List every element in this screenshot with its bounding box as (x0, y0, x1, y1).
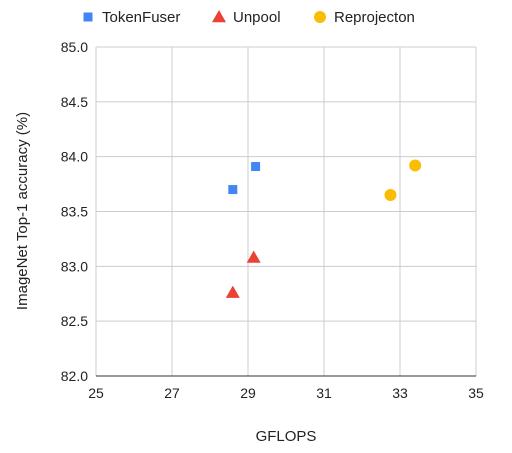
y-tick-label: 84.5 (61, 94, 88, 110)
legend-item-tokenfuser: TokenFuser (83, 9, 180, 26)
grid-lines (95, 46, 477, 377)
unpool-legend-marker (212, 10, 226, 23)
tokenfuser-point (251, 162, 261, 172)
reprojecton-point (384, 189, 397, 202)
y-tick-label: 83.0 (61, 258, 88, 274)
x-tick-label: 27 (164, 385, 180, 401)
y-tick-label: 82.0 (61, 368, 88, 384)
tokenfuser-point (228, 185, 238, 195)
data-points (225, 159, 422, 298)
x-axis-title: GFLOPS (256, 428, 317, 445)
legend-label-reprojecton: Reprojecton (334, 9, 415, 26)
legend-item-reprojecton: Reprojecton (314, 9, 415, 26)
x-tick-label: 33 (392, 385, 408, 401)
tokenfuser-legend-marker (83, 12, 93, 22)
unpool-point (225, 285, 240, 298)
y-tick-label: 83.5 (61, 204, 88, 220)
legend-label-unpool: Unpool (233, 9, 281, 26)
reprojecton-legend-marker (314, 11, 326, 23)
y-tick-label: 85.0 (61, 39, 88, 55)
legend: TokenFuser Unpool Reprojecton (83, 9, 415, 26)
y-tick-label: 82.5 (61, 313, 88, 329)
y-tick-label: 84.0 (61, 149, 88, 165)
x-tick-label: 29 (240, 385, 256, 401)
reprojecton-point (409, 159, 422, 172)
legend-item-unpool: Unpool (212, 9, 281, 26)
y-axis-title: ImageNet Top-1 accuracy (%) (14, 112, 31, 310)
tick-labels: 25 27 29 31 33 35 82.0 82.5 83.0 83.5 84.0 84.5 85.0 (61, 39, 484, 401)
unpool-point (246, 250, 261, 263)
x-tick-label: 31 (316, 385, 332, 401)
x-tick-label: 25 (88, 385, 104, 401)
legend-label-tokenfuser: TokenFuser (102, 9, 180, 26)
x-tick-label: 35 (468, 385, 484, 401)
